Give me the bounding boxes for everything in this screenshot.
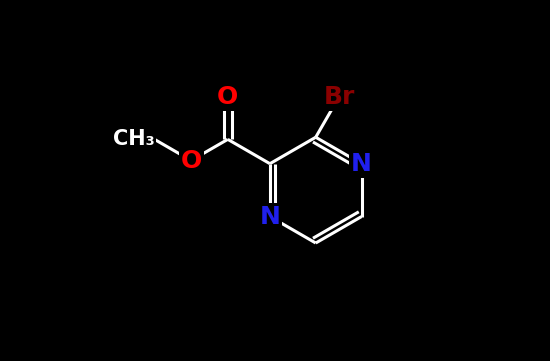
Text: O: O (180, 148, 202, 173)
Text: N: N (260, 205, 280, 229)
Text: CH₃: CH₃ (113, 129, 155, 149)
Text: Br: Br (323, 85, 355, 109)
Text: O: O (217, 85, 238, 109)
Text: N: N (351, 152, 372, 176)
